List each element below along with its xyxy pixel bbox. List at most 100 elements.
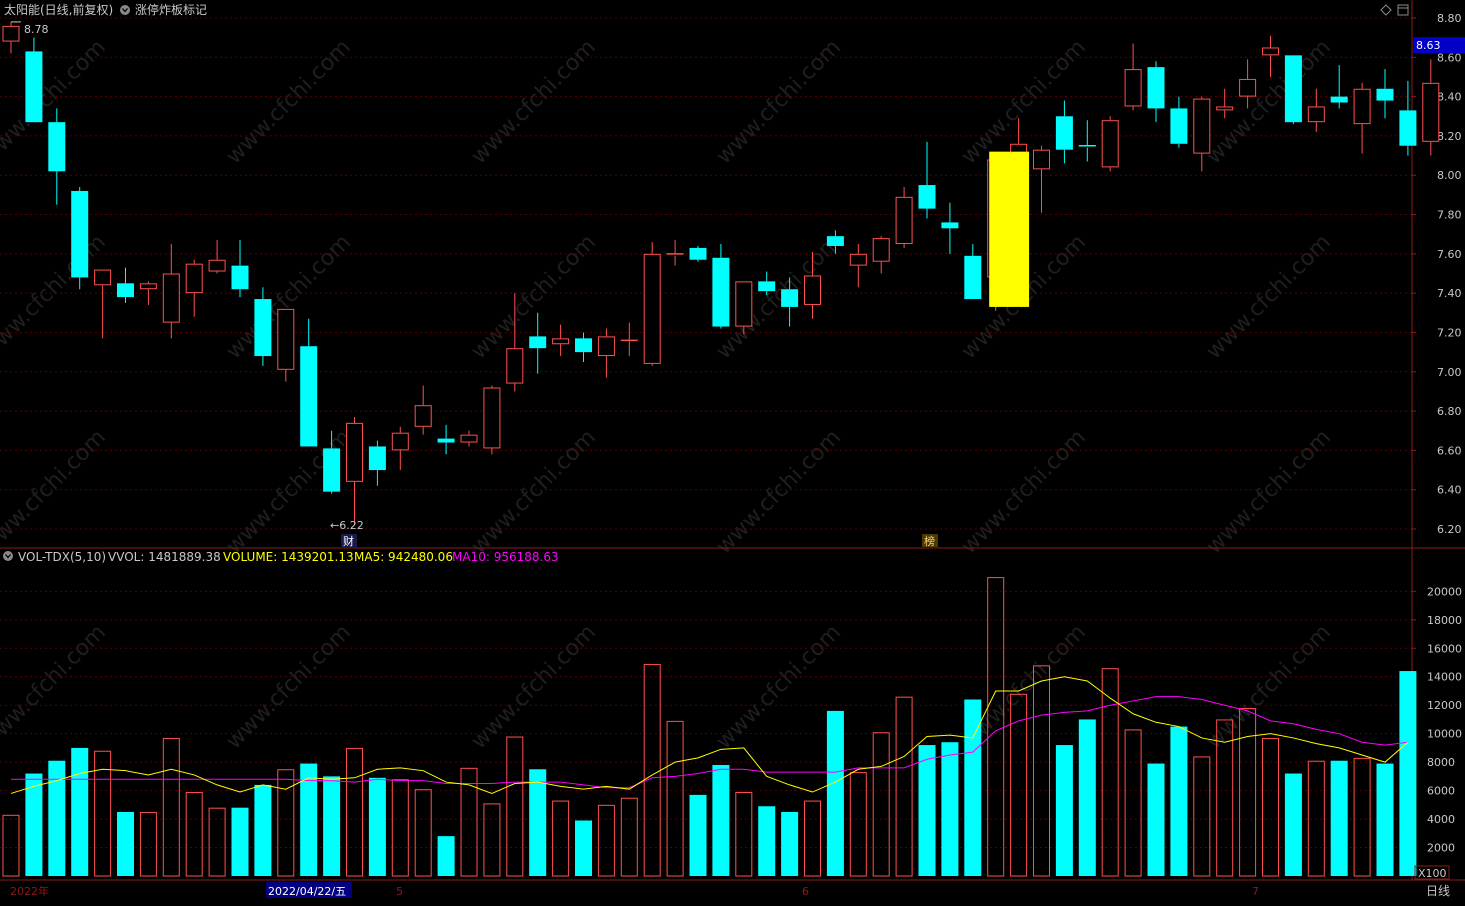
candle bbox=[1101, 116, 1119, 172]
billboard-marker-box[interactable] bbox=[922, 534, 938, 547]
volume-bar bbox=[277, 769, 295, 877]
candle bbox=[781, 277, 799, 327]
candle-body bbox=[2, 25, 20, 42]
indicator-toggle-label[interactable]: 涨停炸板标记 bbox=[135, 2, 207, 17]
volume-bar bbox=[758, 806, 776, 876]
candle bbox=[162, 244, 180, 339]
candle bbox=[208, 240, 226, 274]
candle-body bbox=[117, 283, 134, 298]
volume-bar bbox=[71, 747, 89, 876]
candle bbox=[735, 281, 753, 335]
candle bbox=[1124, 43, 1142, 111]
volume-bar bbox=[1307, 760, 1325, 877]
volume-bar bbox=[552, 800, 570, 877]
billboard-marker[interactable]: 榜 bbox=[924, 534, 935, 548]
volume-tick-label: 14000 bbox=[1427, 671, 1462, 684]
candle bbox=[1239, 59, 1257, 109]
candle-body bbox=[1101, 120, 1119, 168]
candle-body bbox=[1399, 110, 1417, 146]
volume-bar bbox=[643, 663, 661, 877]
watermark-text: www.cfchi.com bbox=[712, 35, 846, 169]
candle bbox=[254, 287, 272, 366]
price-tick-label: 6.80 bbox=[1437, 405, 1462, 418]
volume-bar bbox=[1216, 719, 1234, 877]
volume-bar bbox=[941, 742, 959, 876]
candle-body bbox=[529, 336, 547, 349]
volume-bar bbox=[139, 811, 157, 877]
candle bbox=[1307, 88, 1325, 132]
volume-bar bbox=[712, 764, 730, 876]
candle bbox=[620, 322, 638, 357]
volume-indicator-toggle-icon[interactable] bbox=[3, 551, 13, 561]
candle bbox=[666, 240, 684, 266]
volume-bar bbox=[117, 811, 134, 876]
candle-body bbox=[414, 405, 432, 427]
candle bbox=[139, 281, 157, 305]
price-grid bbox=[0, 17, 1412, 530]
chevron-down-icon-volume bbox=[5, 554, 11, 559]
candle-body bbox=[1055, 116, 1073, 150]
finance-marker[interactable]: 财 bbox=[343, 534, 354, 548]
candle bbox=[437, 424, 455, 455]
candle-body bbox=[1033, 149, 1050, 170]
candle bbox=[689, 245, 707, 262]
volume-bar bbox=[254, 784, 272, 876]
candle bbox=[2, 21, 20, 54]
candle bbox=[25, 37, 43, 123]
volume-tick-label: 18000 bbox=[1427, 614, 1462, 627]
volume-bar bbox=[483, 803, 501, 877]
volume-bar bbox=[804, 800, 821, 877]
candle bbox=[94, 269, 112, 339]
watermark-text: www.cfchi.com bbox=[1202, 230, 1336, 364]
candle-body bbox=[323, 448, 341, 492]
price-tick-label: 8.20 bbox=[1437, 130, 1462, 143]
volume-bar bbox=[460, 767, 478, 877]
ma10-line bbox=[11, 696, 1408, 789]
candle-body bbox=[1353, 88, 1371, 125]
volume-bar bbox=[529, 769, 547, 876]
price-tick-label: 8.60 bbox=[1437, 51, 1462, 64]
volume-bar bbox=[918, 745, 936, 876]
indicator-toggle-icon[interactable] bbox=[120, 5, 130, 15]
candle-body bbox=[735, 281, 753, 327]
candle bbox=[1262, 35, 1279, 77]
volume-bar bbox=[25, 773, 43, 876]
volume-bar bbox=[666, 720, 684, 877]
candle-body bbox=[506, 348, 524, 384]
volume-bar bbox=[597, 804, 615, 877]
candle bbox=[391, 426, 409, 471]
volume-bar bbox=[1170, 726, 1188, 876]
candle bbox=[826, 230, 844, 254]
unit-label: X100 bbox=[1418, 867, 1447, 880]
volume-bar bbox=[1262, 737, 1279, 877]
candlestick-series bbox=[2, 21, 1440, 526]
candle-body bbox=[1170, 108, 1188, 144]
candle-body bbox=[254, 299, 272, 357]
candle-body bbox=[391, 432, 409, 451]
candle-body bbox=[208, 259, 226, 272]
candle bbox=[368, 440, 386, 486]
period-label[interactable]: 日线 bbox=[1426, 884, 1450, 898]
candle bbox=[758, 271, 776, 296]
candle-body bbox=[597, 336, 615, 357]
candle-body bbox=[1216, 106, 1234, 111]
maximize-icon[interactable] bbox=[1397, 4, 1409, 16]
low-price-label: ←6.22 bbox=[330, 519, 364, 532]
candle-body bbox=[1284, 55, 1302, 123]
candle bbox=[346, 416, 363, 526]
volume-indicator-name[interactable]: VOL-TDX(5,10) bbox=[18, 550, 106, 564]
candle bbox=[1376, 69, 1394, 119]
diamond-icon[interactable] bbox=[1380, 4, 1392, 16]
candle-body bbox=[162, 273, 180, 323]
candle bbox=[941, 202, 959, 254]
volume-bar bbox=[437, 836, 455, 876]
price-tick-label: 8.00 bbox=[1437, 169, 1462, 182]
finance-marker-box[interactable] bbox=[341, 534, 357, 547]
volume-tick-label: 6000 bbox=[1427, 785, 1455, 798]
volume-bar bbox=[620, 797, 638, 877]
volume-bar bbox=[1399, 671, 1417, 876]
volume-bar bbox=[368, 777, 386, 876]
volume-value: VOLUME: 1439201.13 bbox=[223, 550, 354, 564]
ma5-line bbox=[10, 676, 1409, 794]
